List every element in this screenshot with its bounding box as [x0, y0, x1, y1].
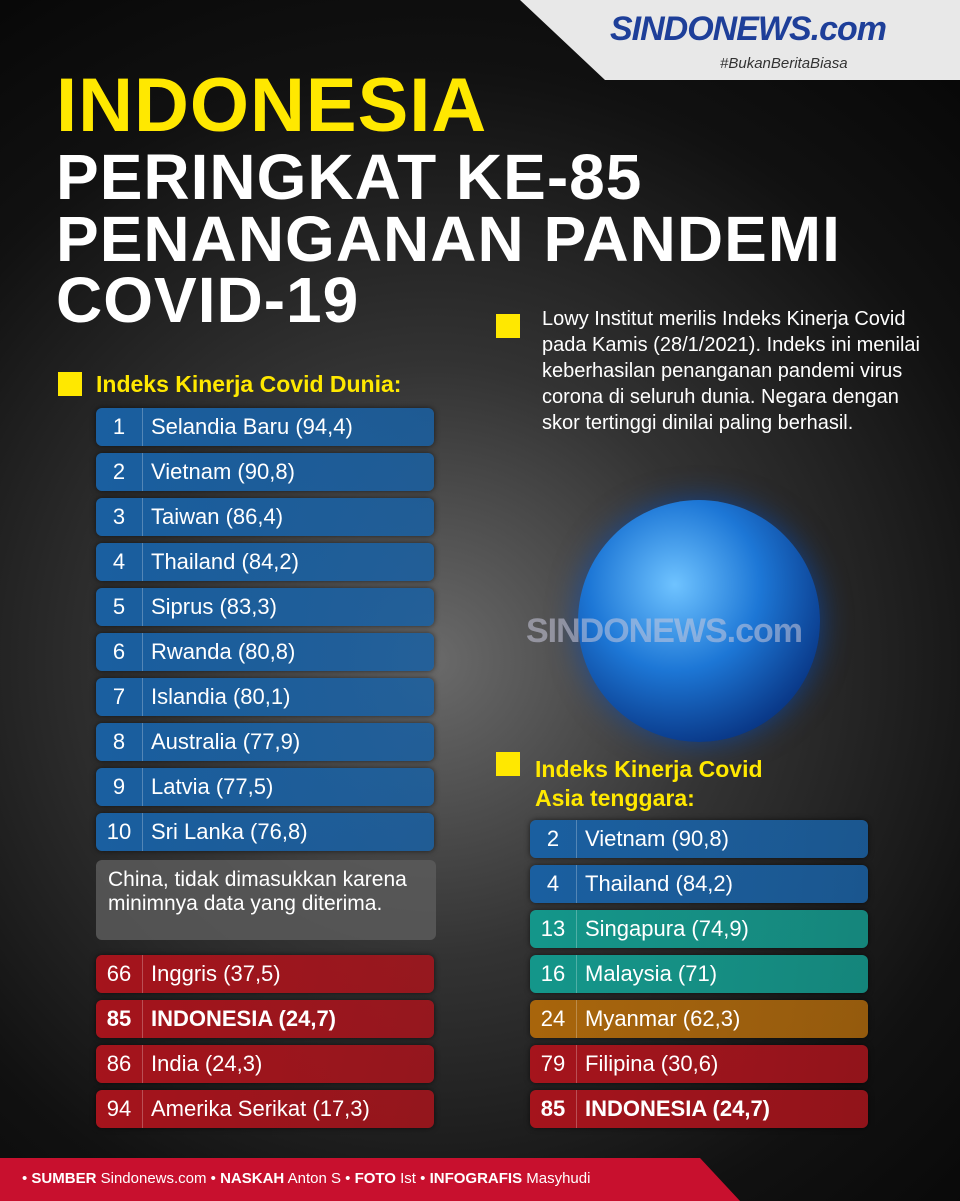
- country: Malaysia (71): [585, 961, 718, 986]
- title-line: INDONESIA: [56, 63, 488, 148]
- rank-row: 16 Malaysia (71): [530, 955, 868, 993]
- country: Thailand (84,2): [585, 871, 733, 896]
- rank: 7: [96, 678, 143, 716]
- country: Selandia Baru (94,4): [151, 414, 353, 439]
- rank: 6: [96, 633, 143, 671]
- rank-row: 8 Australia (77,9): [96, 723, 434, 761]
- credit-label: NASKAH: [220, 1170, 285, 1187]
- credits: • SUMBER Sindonews.com • NASKAH Anton S …: [22, 1170, 591, 1187]
- rank: 4: [96, 543, 143, 581]
- tagline: #BukanBeritaBiasa: [720, 55, 848, 72]
- rank-row: 85 INDONESIA (24,7): [96, 1000, 434, 1038]
- rank: 9: [96, 768, 143, 806]
- rank: 10: [96, 813, 143, 851]
- title-line: COVID-19: [56, 264, 360, 336]
- credit-label: INFOGRAFIS: [429, 1170, 523, 1187]
- heading: Indeks Kinerja Covid Dunia:: [96, 371, 402, 397]
- rank: 13: [530, 910, 577, 948]
- country: Thailand (84,2): [151, 549, 299, 574]
- rank: 2: [530, 820, 577, 858]
- country: Rwanda (80,8): [151, 639, 296, 664]
- country: Vietnam (90,8): [585, 826, 729, 851]
- rank-row: 1 Selandia Baru (94,4): [96, 408, 434, 446]
- country: Singapura (74,9): [585, 916, 749, 941]
- title-line: PERINGKAT KE-85: [56, 141, 643, 213]
- rank-row: 9 Latvia (77,5): [96, 768, 434, 806]
- rank-row: 4 Thailand (84,2): [530, 865, 868, 903]
- rank-row: 10 Sri Lanka (76,8): [96, 813, 434, 851]
- rank-row: 94 Amerika Serikat (17,3): [96, 1090, 434, 1128]
- country: Siprus (83,3): [151, 594, 277, 619]
- rank: 86: [96, 1045, 143, 1083]
- country: India (24,3): [151, 1051, 263, 1076]
- credit-value: Ist: [400, 1170, 416, 1187]
- bullet: [496, 314, 520, 338]
- rank-row: 2 Vietnam (90,8): [96, 453, 434, 491]
- title-line: PENANGANAN PANDEMI: [56, 203, 841, 275]
- rank-row: 5 Siprus (83,3): [96, 588, 434, 626]
- country: Taiwan (86,4): [151, 504, 284, 529]
- heading: Asia tenggara:: [535, 785, 695, 811]
- rank: 85: [530, 1090, 577, 1128]
- watermark: SINDONEWS.com: [526, 612, 803, 650]
- rank: 1: [96, 408, 143, 446]
- country: Filipina (30,6): [585, 1051, 719, 1076]
- rank: 85: [96, 1000, 143, 1038]
- rank: 16: [530, 955, 577, 993]
- country: INDONESIA (24,7): [151, 1006, 337, 1031]
- bullet: [496, 752, 520, 776]
- country: Vietnam (90,8): [151, 459, 295, 484]
- rank: 5: [96, 588, 143, 626]
- rank: 3: [96, 498, 143, 536]
- country: Latvia (77,5): [151, 774, 274, 799]
- rank-row: 3 Taiwan (86,4): [96, 498, 434, 536]
- rank: 8: [96, 723, 143, 761]
- credit-label: SUMBER: [31, 1170, 97, 1187]
- country: Amerika Serikat (17,3): [151, 1096, 370, 1121]
- rank-row: 4 Thailand (84,2): [96, 543, 434, 581]
- rank-row: 86 India (24,3): [96, 1045, 434, 1083]
- credit-label: FOTO: [354, 1170, 396, 1187]
- country: Sri Lanka (76,8): [151, 819, 308, 844]
- bullet: [58, 372, 82, 396]
- logo: SINDONEWS.com: [610, 10, 887, 48]
- rank: 94: [96, 1090, 143, 1128]
- rank-row: 2 Vietnam (90,8): [530, 820, 868, 858]
- rank-row: 24 Myanmar (62,3): [530, 1000, 868, 1038]
- heading: Indeks Kinerja Covid: [535, 756, 763, 782]
- rank: 66: [96, 955, 143, 993]
- globe: [578, 500, 820, 742]
- footer-bar: [0, 1158, 740, 1201]
- rank-row: 7 Islandia (80,1): [96, 678, 434, 716]
- credit-value: Anton S: [287, 1170, 341, 1187]
- rank-row: 66 Inggris (37,5): [96, 955, 434, 993]
- credit-value: Sindonews.com: [100, 1170, 207, 1187]
- rank: 4: [530, 865, 577, 903]
- rank: 79: [530, 1045, 577, 1083]
- credit-value: Masyhudi: [526, 1170, 591, 1187]
- country: INDONESIA (24,7): [585, 1096, 771, 1121]
- country: Myanmar (62,3): [585, 1006, 741, 1031]
- intro: Lowy Institut merilis Indeks Kinerja Cov…: [542, 308, 920, 434]
- country: Islandia (80,1): [151, 684, 291, 709]
- country: Australia (77,9): [151, 729, 301, 754]
- note: China, tidak dimasukkan karena minimnya …: [96, 860, 436, 940]
- rank: 24: [530, 1000, 577, 1038]
- country: Inggris (37,5): [151, 961, 281, 986]
- rank: 2: [96, 453, 143, 491]
- rank-row: 6 Rwanda (80,8): [96, 633, 434, 671]
- rank-row: 85 INDONESIA (24,7): [530, 1090, 868, 1128]
- rank-row: 13 Singapura (74,9): [530, 910, 868, 948]
- rank-row: 79 Filipina (30,6): [530, 1045, 868, 1083]
- logo-panel: [520, 0, 960, 80]
